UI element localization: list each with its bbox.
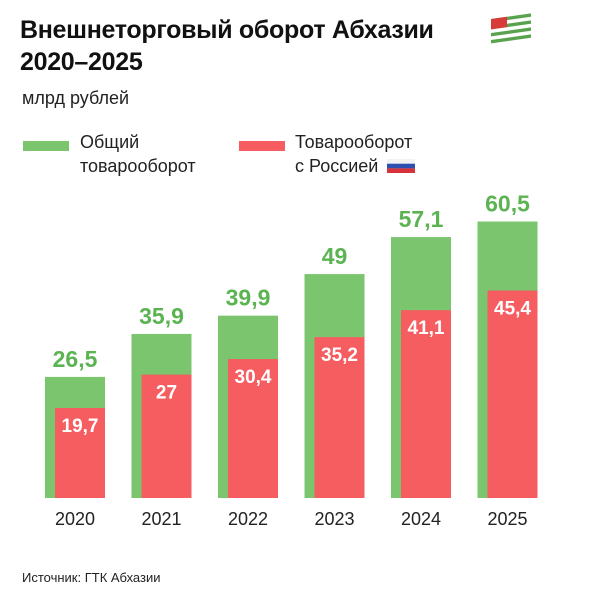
title-line-1: Внешнеторговый оборот Абхазии [20,16,434,44]
label-russia-2024: 41,1 [408,318,445,339]
x-tick-2024: 2024 [401,509,441,529]
russia-flag-icon [387,159,416,173]
x-tick-2023: 2023 [314,509,354,529]
x-tick-2022: 2022 [228,509,268,529]
label-russia-2022: 30,4 [235,367,272,388]
bar-russia-2022 [228,359,278,498]
label-total-2025: 60,5 [485,191,530,217]
chart-title: Внешнеторговый оборот Абхазии 2020–2025 [20,14,434,78]
label-total-2023: 49 [322,243,348,269]
bar-russia-2023 [314,337,365,498]
label-total-2022: 39,9 [226,285,271,311]
source-note: Источник: ГТК Абхазии [22,570,161,585]
legend-label-total: Общий товарооборот [80,130,196,178]
legend-text: с Россией [295,156,379,176]
x-tick-2025: 2025 [487,509,527,529]
label-russia-2021: 27 [156,383,177,404]
label-total-2024: 57,1 [399,206,444,232]
label-russia-2023: 35,2 [321,345,358,366]
bar-russia-2025 [487,290,538,498]
title-line-2: 2020–2025 [20,48,143,76]
x-tick-2021: 2021 [141,509,181,529]
legend-swatch-total [23,141,69,151]
abkhazia-flag-icon [491,13,531,44]
label-russia-2025: 45,4 [494,299,531,320]
legend-line: с Россией [295,154,416,178]
x-tick-2020: 2020 [55,509,95,529]
bar-russia-2021 [141,374,192,498]
label-total-2020: 26,5 [53,346,98,372]
label-total-2021: 35,9 [139,303,184,329]
bar-russia-2020 [55,407,105,498]
unit-label: млрд рублей [22,88,130,108]
legend-label-russia: Товарооборот с Россией [295,130,416,178]
label-russia-2020: 19,7 [62,416,99,437]
bar-russia-2024 [401,310,451,498]
legend-line: Товарооборот [295,132,413,152]
legend-line: товарооборот [80,156,196,176]
legend-line: Общий [80,132,140,152]
legend-swatch-russia [239,141,285,151]
